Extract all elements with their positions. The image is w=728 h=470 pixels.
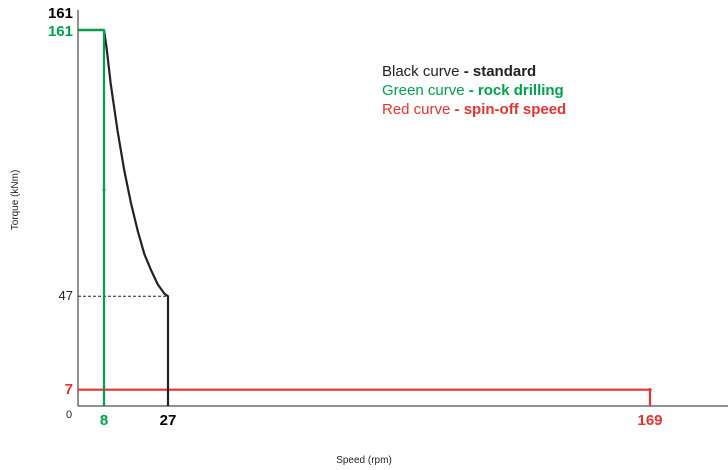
legend: Black curve - standard Green curve - rock… [382, 63, 566, 118]
axes [77, 10, 728, 407]
legend-entry: Black curve - standard [382, 63, 536, 80]
legend-entry: Red curve - spin-off speed [382, 101, 566, 118]
green-mark [102, 188, 106, 192]
red-end-mark [648, 388, 652, 392]
x-tick-label: 8 [100, 412, 108, 429]
y-tick-label: 161 [48, 5, 73, 22]
y-tick-label: 161 [48, 23, 73, 40]
y-tick-label: 7 [65, 381, 73, 398]
series-line-rock-drilling [78, 28, 106, 406]
x-tick-label: 27 [160, 412, 177, 429]
x-tick-labels: 8 27 169 [100, 412, 663, 429]
y-tick-label: 47 [59, 288, 73, 303]
origin-label: 0 [66, 409, 72, 421]
x-tick-label: 169 [637, 412, 662, 429]
legend-entry: Green curve - rock drilling [382, 82, 564, 99]
x-axis-label: Speed (rpm) [336, 455, 392, 466]
series-line-standard [78, 28, 170, 406]
series-line-spin-off-speed [78, 388, 652, 406]
series-lines [78, 28, 652, 406]
y-axis-label: Torque (kNm) [10, 170, 21, 231]
